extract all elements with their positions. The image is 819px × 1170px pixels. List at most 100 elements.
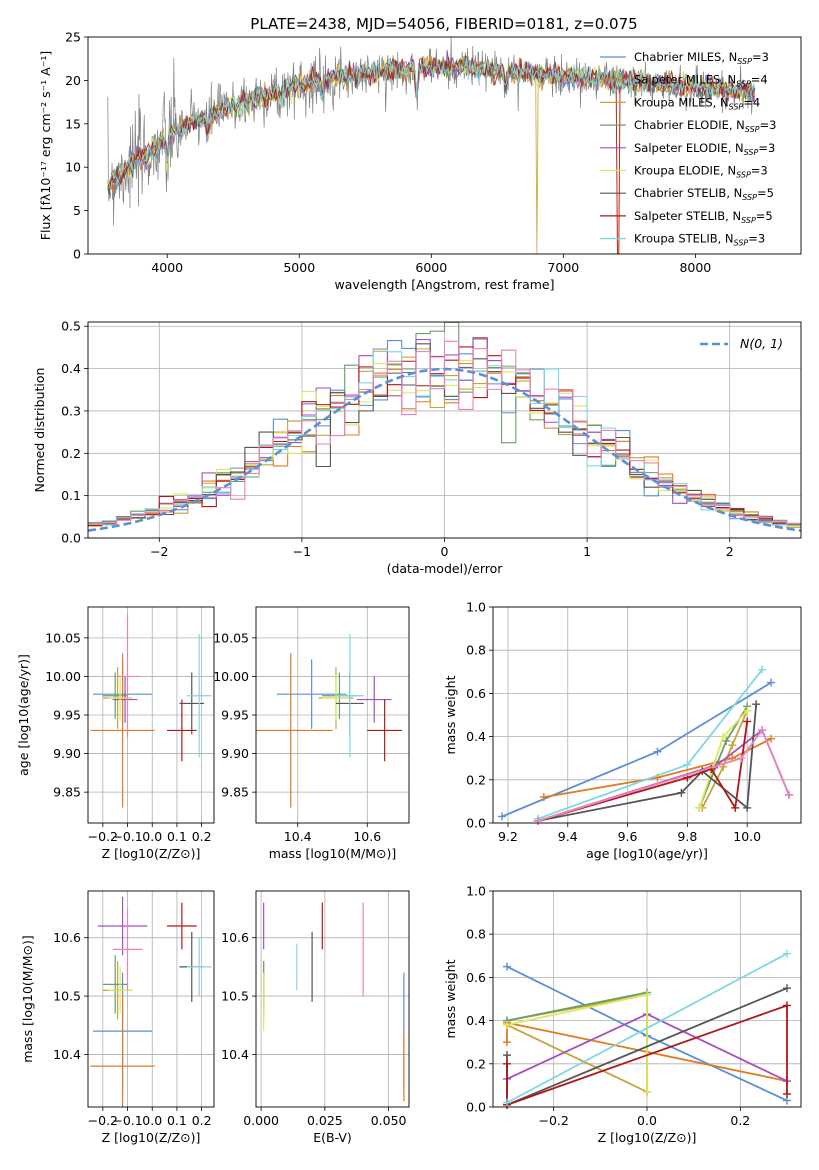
x-tick-label: 0.2 (192, 829, 212, 844)
y-tick-label: 9.85 (221, 785, 249, 800)
weight-series-line (537, 728, 790, 822)
legend-entry: Salpeter MILES, NSSP=4 (634, 73, 768, 89)
residual-legend: N(0, 1) (700, 336, 783, 351)
age_vs_mass-axes: 10.4 10.6 9.85 9.90 9.95 10.00 10.05 (213, 607, 409, 844)
x-tick-label: 0 (441, 544, 449, 559)
y-tick-label: 10.5 (53, 989, 81, 1004)
x-tick-label: 0.1 (167, 1113, 187, 1128)
y-tick-label: 9.95 (53, 708, 81, 723)
weight_vs_Z-series (503, 949, 791, 1109)
y-tick-label: 9.85 (53, 785, 81, 800)
age_vs_mass-frame (255, 606, 410, 824)
legend-entry: N(0, 1) (740, 336, 783, 351)
mass_vs_EBV-frame (255, 890, 410, 1108)
x-tick-label: 0.000 (243, 1113, 279, 1128)
y-tick-label: 0.6 (466, 686, 486, 701)
model-spectrum-line (107, 58, 756, 184)
x-tick-label: −0.2 (88, 1113, 118, 1128)
legend-entry: Chabrier ELODIE, NSSP=3 (634, 118, 776, 134)
residuals-axes: −2 −1 0 1 2 0.0 0.1 0.2 0.3 0.4 0.5 (61, 319, 801, 559)
legend-entry: Salpeter ELODIE, NSSP=3 (634, 141, 775, 157)
x-tick-label: −0.2 (538, 1113, 568, 1128)
spectrum-legend: Chabrier MILES, NSSP=3 Salpeter MILES, NS… (600, 50, 776, 248)
weight_vs_Z-axes: −0.2 0.0 0.2 0.0 0.2 0.4 0.6 0.8 1.0 (466, 884, 801, 1128)
age_vs_Z-errorbars (90, 614, 212, 808)
y-tick-label: 0.8 (466, 927, 486, 942)
legend-entry: Kroupa ELODIE, NSSP=3 (634, 164, 768, 180)
weight_vs_age-ylabel: mass weight (443, 675, 458, 754)
y-tick-label: 0.3 (61, 403, 81, 418)
age_vs_Z-frame (87, 606, 215, 824)
legend-entry: Chabrier MILES, NSSP=3 (634, 50, 769, 66)
weight-series-line (537, 704, 758, 822)
x-tick-label: 10.0 (733, 829, 761, 844)
x-tick-label: 1 (583, 544, 591, 559)
spectrum-axes: 4000 5000 6000 7000 8000 0 5 10 15 20 25 (65, 30, 711, 276)
x-tick-label: −0.1 (112, 1113, 142, 1128)
x-tick-label: 5000 (283, 260, 315, 275)
y-tick-label: 0.2 (466, 772, 486, 787)
x-tick-label: −0.1 (112, 829, 142, 844)
y-tick-label: 10.00 (45, 669, 81, 684)
histogram-step-line (88, 340, 801, 526)
weight_vs_age-xlabel: age [log10(age/yr)] (586, 846, 708, 861)
x-tick-label: 0.025 (307, 1113, 343, 1128)
y-tick-label: 0 (73, 247, 81, 262)
x-tick-label: 10.4 (284, 829, 312, 844)
legend-entry: Salpeter STELIB, NSSP=5 (634, 209, 773, 225)
figure-title: PLATE=2438, MJD=54056, FIBERID=0181, z=0… (250, 15, 637, 33)
x-tick-label: 0.0 (142, 1113, 162, 1128)
spectrum-frame (87, 36, 802, 255)
x-tick-label: 4000 (151, 260, 183, 275)
y-tick-label: 0.0 (61, 531, 81, 546)
weight_vs_Z-ylabel: mass weight (443, 959, 458, 1038)
mass_vs_EBV-axes: 0.000 0.025 0.050 10.4 10.5 10.6 (221, 891, 409, 1128)
spectrum-curves (107, 37, 756, 254)
x-tick-label: 0.050 (371, 1113, 407, 1128)
legend-entry: Chabrier STELIB, NSSP=5 (634, 186, 774, 202)
residual-histograms (88, 322, 801, 532)
weight-series-line (506, 993, 648, 1092)
age_vs_mass-errorbars (256, 634, 403, 808)
y-tick-label: 20 (65, 73, 81, 88)
normal-reference-curve (88, 367, 801, 532)
x-tick-label: −2 (150, 544, 168, 559)
age_vs_Z-xlabel: Z [log10(Z/Z⊙)] (102, 846, 201, 861)
y-tick-label: 5 (73, 203, 81, 218)
mass_vs_EBV-errorbars (263, 902, 405, 1102)
weight-series-line (506, 952, 788, 1104)
residuals-ylabel: Normed distribution (32, 368, 47, 493)
y-tick-label: 10.05 (213, 630, 249, 645)
y-tick-label: 25 (65, 30, 81, 45)
y-tick-label: 0.0 (466, 1100, 486, 1115)
model-spectrum-line (107, 56, 755, 254)
x-tick-label: 0.2 (192, 1113, 212, 1128)
mass_vs_Z-xlabel: Z [log10(Z/Z⊙)] (102, 1130, 201, 1145)
x-tick-label: 10.6 (353, 829, 381, 844)
mass_vs_EBV-xlabel: E(B-V) (313, 1130, 352, 1145)
x-tick-label: 9.8 (677, 829, 697, 844)
y-tick-label: 0.4 (61, 361, 81, 376)
mass_vs_Z-errorbars (90, 896, 212, 1107)
age_vs_Z-ylabel: age [log10(age/yr)] (16, 654, 31, 776)
x-tick-label: 0.1 (167, 829, 187, 844)
x-tick-label: 7000 (547, 260, 579, 275)
x-tick-label: 8000 (679, 260, 711, 275)
y-tick-label: 0.4 (466, 729, 486, 744)
mass_vs_Z-frame (87, 890, 215, 1108)
y-tick-label: 0.2 (61, 446, 81, 461)
legend-entry: Kroupa STELIB, NSSP=3 (634, 232, 765, 248)
legend-entry: Kroupa MILES, NSSP=4 (634, 95, 760, 111)
age_vs_mass-xlabel: mass [log10(M/M⊙)] (269, 846, 397, 861)
y-tick-label: 10.00 (213, 669, 249, 684)
y-tick-label: 10.4 (53, 1047, 81, 1062)
y-tick-label: 10.6 (221, 930, 249, 945)
y-tick-label: 9.90 (53, 746, 81, 761)
y-tick-label: 10.6 (53, 930, 81, 945)
y-tick-label: 0.2 (466, 1056, 486, 1071)
weight_vs_Z-frame (492, 890, 802, 1108)
y-tick-label: 10.05 (45, 630, 81, 645)
x-tick-label: 9.6 (618, 829, 638, 844)
x-tick-label: 0.2 (730, 1113, 750, 1128)
